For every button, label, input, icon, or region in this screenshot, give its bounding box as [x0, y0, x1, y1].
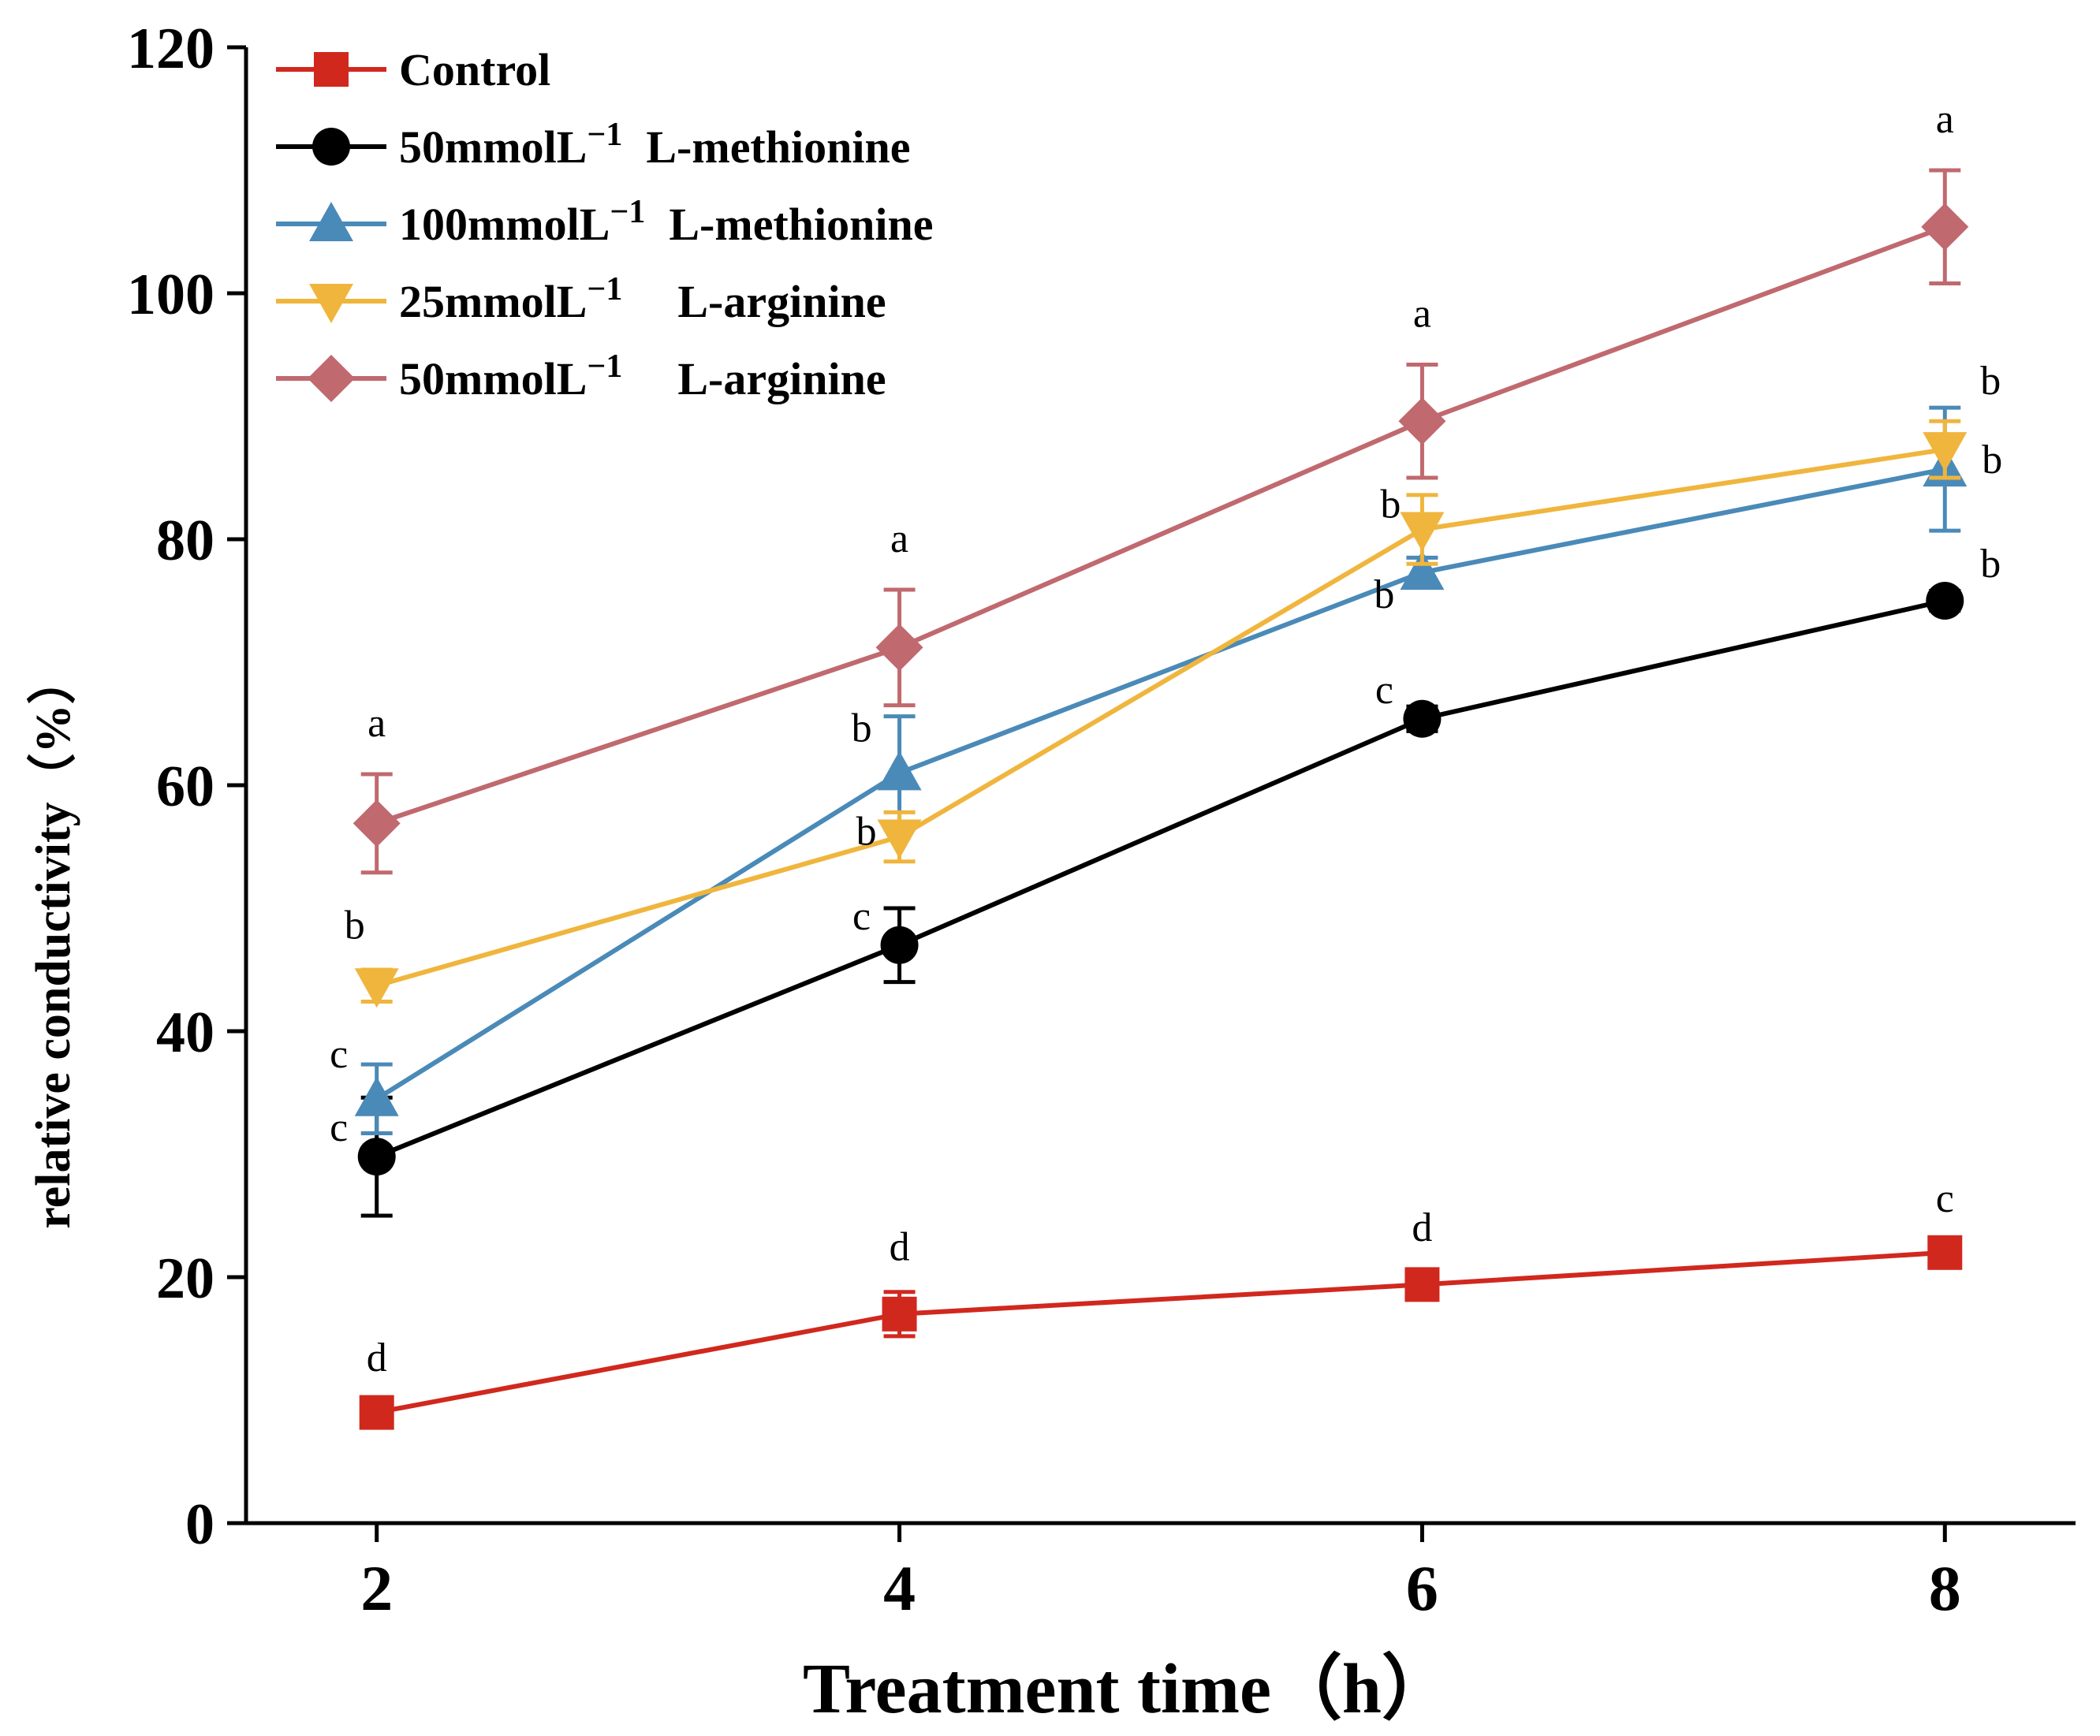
x-axis-title: Treatment time（h）: [803, 1650, 1453, 1728]
legend-item: 100mmolL−1 L-methionine: [276, 194, 934, 250]
legend: Control 50mmolL−1 L-methionine 100mmolL−1 L-…: [276, 44, 934, 404]
significance-letter: b: [1982, 438, 2002, 482]
legend-marker: [314, 52, 349, 87]
data-point: [1927, 1235, 1963, 1270]
legend-label: 50mmolL−1 L-arginine: [399, 348, 886, 404]
y-axis-title: relative conductivity（%）: [25, 655, 80, 1228]
significance-letter: b: [1380, 482, 1401, 527]
data-point: [882, 1296, 917, 1332]
significance-letter: a: [1936, 97, 1954, 142]
legend-marker: [308, 355, 355, 402]
significance-letter: c: [330, 1032, 348, 1077]
axes: 0 20 40 60 80 100 120 2 4 6 8: [127, 17, 2076, 1624]
series-line: [375, 447, 1945, 989]
y-tick-label: 0: [185, 1492, 214, 1557]
data-point: [1398, 397, 1446, 445]
significance-letter: c: [852, 894, 871, 939]
legend-label: 100mmolL−1 L-methionine: [399, 194, 934, 250]
series-line: [375, 467, 1945, 1101]
x-tick-label: 2: [360, 1552, 393, 1624]
legend-item: 50mmolL−1 L-methionine: [276, 117, 911, 173]
legend-item: 50mmolL−1 L-arginine: [276, 348, 886, 404]
data-point: [1923, 432, 1968, 472]
legend-marker: [309, 202, 353, 241]
x-tick-label: 4: [883, 1552, 916, 1624]
legend-marker: [312, 128, 350, 166]
series-1: [357, 582, 1964, 1218]
x-tick-label: 8: [1929, 1552, 1961, 1624]
x-tick-label: 6: [1406, 1552, 1438, 1624]
significance-letter: c: [330, 1105, 348, 1150]
significance-letter: b: [1374, 572, 1394, 617]
significance-letter: a: [1413, 291, 1431, 336]
y-tick-label: 100: [127, 263, 214, 327]
y-tick-label: 120: [127, 17, 214, 81]
data-point: [1400, 512, 1445, 552]
y-tick-label: 20: [156, 1246, 214, 1311]
y-tick-label: 80: [156, 509, 214, 573]
significance-letter: d: [367, 1336, 387, 1380]
series-layer: [352, 168, 1969, 1430]
significance-letter: b: [1980, 542, 2001, 587]
data-point: [354, 1076, 399, 1116]
series-line: [375, 598, 1945, 1159]
significance-letter: d: [1412, 1205, 1432, 1250]
significance-letter: a: [890, 516, 908, 561]
significance-letter: c: [1936, 1176, 1954, 1221]
data-point: [352, 799, 401, 848]
series-line: [375, 224, 1946, 826]
data-point: [880, 926, 919, 964]
data-point: [1921, 203, 1969, 251]
data-point: [357, 1138, 396, 1176]
significance-letter: b: [1980, 359, 2001, 404]
series-4: [352, 168, 1969, 875]
significance-letter: b: [852, 706, 872, 751]
series-line: [376, 1250, 1945, 1415]
data-point: [1403, 699, 1442, 738]
y-tick-label: 60: [156, 754, 214, 819]
significance-letter: a: [367, 701, 386, 746]
significance-letter: c: [1375, 668, 1393, 713]
y-tick-label: 40: [156, 1000, 214, 1065]
significance-letter: b: [345, 903, 365, 948]
significance-letter: d: [890, 1225, 910, 1270]
legend-item: 25mmolL−1 L-arginine: [276, 271, 886, 327]
significance-letter: b: [856, 810, 877, 855]
legend-item: Control: [276, 44, 550, 95]
data-point: [877, 751, 922, 791]
data-point: [877, 819, 922, 859]
data-point: [1404, 1267, 1440, 1302]
legend-label: 50mmolL−1 L-methionine: [399, 117, 911, 173]
data-point: [1400, 550, 1445, 590]
legend-marker: [309, 284, 353, 323]
data-point: [875, 624, 923, 672]
series-2: [354, 405, 1968, 1135]
legend-label: 25mmolL−1 L-arginine: [399, 271, 886, 327]
legend-label: Control: [399, 44, 550, 95]
data-point: [354, 968, 399, 1008]
series-3: [354, 419, 1968, 1008]
series-0: [359, 1235, 1963, 1430]
data-point: [359, 1395, 394, 1430]
data-point: [1926, 582, 1964, 620]
